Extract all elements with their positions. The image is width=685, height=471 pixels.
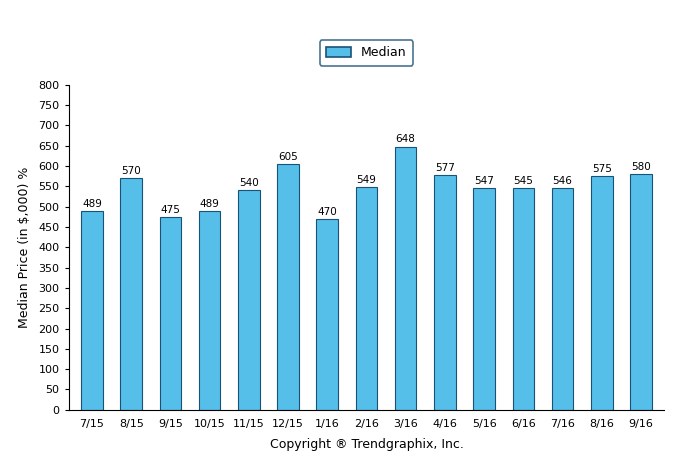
Text: 546: 546 (553, 176, 573, 186)
Text: 470: 470 (317, 207, 337, 217)
Text: 549: 549 (356, 175, 377, 185)
Bar (512, 188, 534, 410)
Bar (591, 176, 612, 410)
Text: 489: 489 (82, 199, 102, 209)
Bar (82, 211, 103, 410)
Text: 475: 475 (160, 205, 180, 215)
Text: 540: 540 (239, 179, 259, 188)
Bar (434, 175, 456, 410)
Text: 577: 577 (435, 163, 455, 173)
Text: 545: 545 (513, 176, 533, 187)
Text: 648: 648 (396, 135, 416, 145)
Text: 570: 570 (121, 166, 141, 176)
Y-axis label: Median Price (in $,000) %: Median Price (in $,000) % (18, 167, 32, 328)
Text: 580: 580 (631, 162, 651, 172)
Bar (473, 187, 495, 410)
Bar (121, 178, 142, 410)
Bar (160, 217, 182, 410)
Text: 575: 575 (592, 164, 612, 174)
Bar (316, 219, 338, 410)
Bar (199, 211, 221, 410)
Bar (277, 164, 299, 410)
Bar (630, 174, 651, 410)
X-axis label: Copyright ® Trendgraphix, Inc.: Copyright ® Trendgraphix, Inc. (269, 438, 464, 451)
Bar (551, 188, 573, 410)
Bar (395, 146, 416, 410)
Legend: Median: Median (320, 40, 413, 65)
Text: 489: 489 (200, 199, 220, 209)
Bar (238, 190, 260, 410)
Text: 547: 547 (474, 176, 494, 186)
Bar (356, 187, 377, 410)
Text: 605: 605 (278, 152, 298, 162)
